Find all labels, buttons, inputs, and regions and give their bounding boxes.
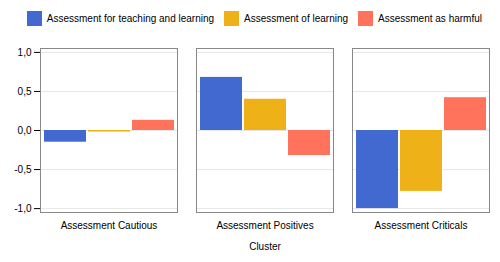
svg-text:1,0: 1,0 [18,47,32,58]
svg-text:Assessment Criticals: Assessment Criticals [375,220,468,231]
svg-text:0,5: 0,5 [18,86,32,97]
svg-text:-0,5: -0,5 [14,164,32,175]
svg-text:0,0: 0,0 [18,125,32,136]
svg-text:-1,0: -1,0 [14,203,32,214]
svg-text:Assessment Cautious: Assessment Cautious [61,220,158,231]
svg-text:Assessment Positives: Assessment Positives [216,220,313,231]
html-text:Assessment for teaching and le: Assessment for teaching and learning [46,13,215,24]
html-text:Assessment as harmful: Assessment as harmful [378,13,482,24]
svg-text:Cluster: Cluster [249,241,281,252]
html-text:Assessment of learning: Assessment of learning [244,13,349,24]
